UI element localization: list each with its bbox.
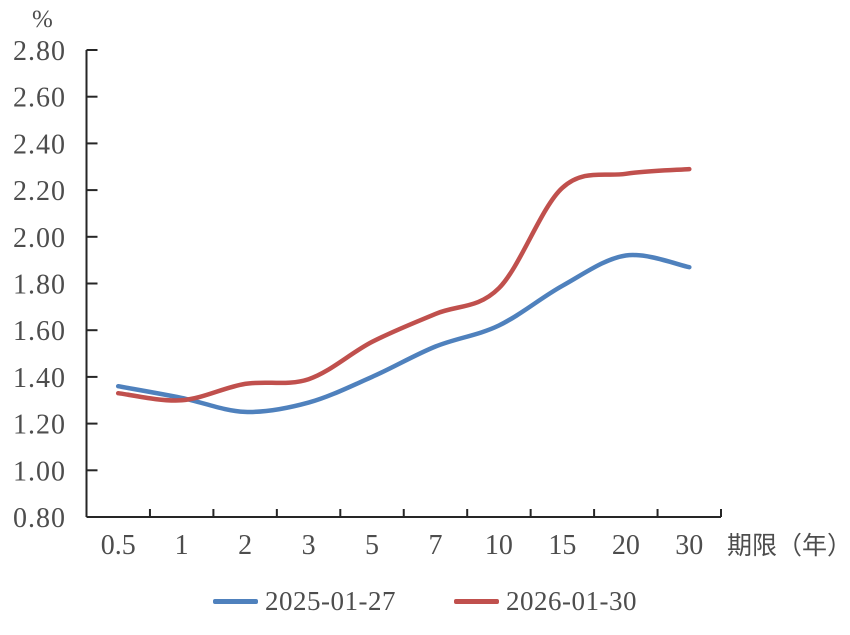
x-tick-label: 15 — [548, 530, 576, 561]
y-tick-label: 2.00 — [13, 223, 66, 254]
x-tick-label: 10 — [485, 530, 513, 561]
x-tick-label: 5 — [365, 530, 379, 561]
legend-item-series-1: 2025-01-27 — [213, 586, 396, 617]
y-axis-unit-label: % — [32, 6, 54, 33]
legend: 2025-01-27 2026-01-30 — [0, 586, 850, 617]
x-tick-label: 3 — [302, 530, 316, 561]
y-tick-label: 2.60 — [13, 83, 66, 114]
y-tick-label: 2.80 — [13, 36, 66, 67]
y-tick-label: 1.00 — [13, 456, 66, 487]
y-tick-label: 0.80 — [13, 503, 66, 534]
x-tick-label: 20 — [612, 530, 640, 561]
series-line-red — [115, 166, 692, 403]
y-tick-label: 1.40 — [13, 363, 66, 394]
y-tick-label: 1.80 — [13, 270, 66, 301]
legend-item-series-2: 2026-01-30 — [454, 586, 637, 617]
plot-area: 0.80 1.00 1.20 1.40 1.60 1.80 2.00 2.20 2.40 2.60… — [13, 36, 850, 561]
x-axis-title: 期限（年） — [727, 532, 850, 560]
x-tick-label: 7 — [428, 530, 442, 561]
series-line-blue — [115, 252, 692, 415]
y-tick-label: 1.60 — [13, 316, 66, 347]
y-tick-label: 2.40 — [13, 129, 66, 160]
x-tick-label: 30 — [675, 530, 703, 561]
y-tick-label: 2.20 — [13, 176, 66, 207]
x-tick-label: 0.5 — [101, 530, 136, 561]
y-tick-label: 1.20 — [13, 410, 66, 441]
x-tick-label: 1 — [175, 530, 189, 561]
x-tick-label: 2 — [238, 530, 252, 561]
legend-label-series-2: 2026-01-30 — [506, 586, 637, 616]
legend-swatch-blue — [213, 599, 259, 604]
legend-label-series-1: 2025-01-27 — [265, 586, 396, 616]
legend-swatch-red — [454, 599, 499, 604]
